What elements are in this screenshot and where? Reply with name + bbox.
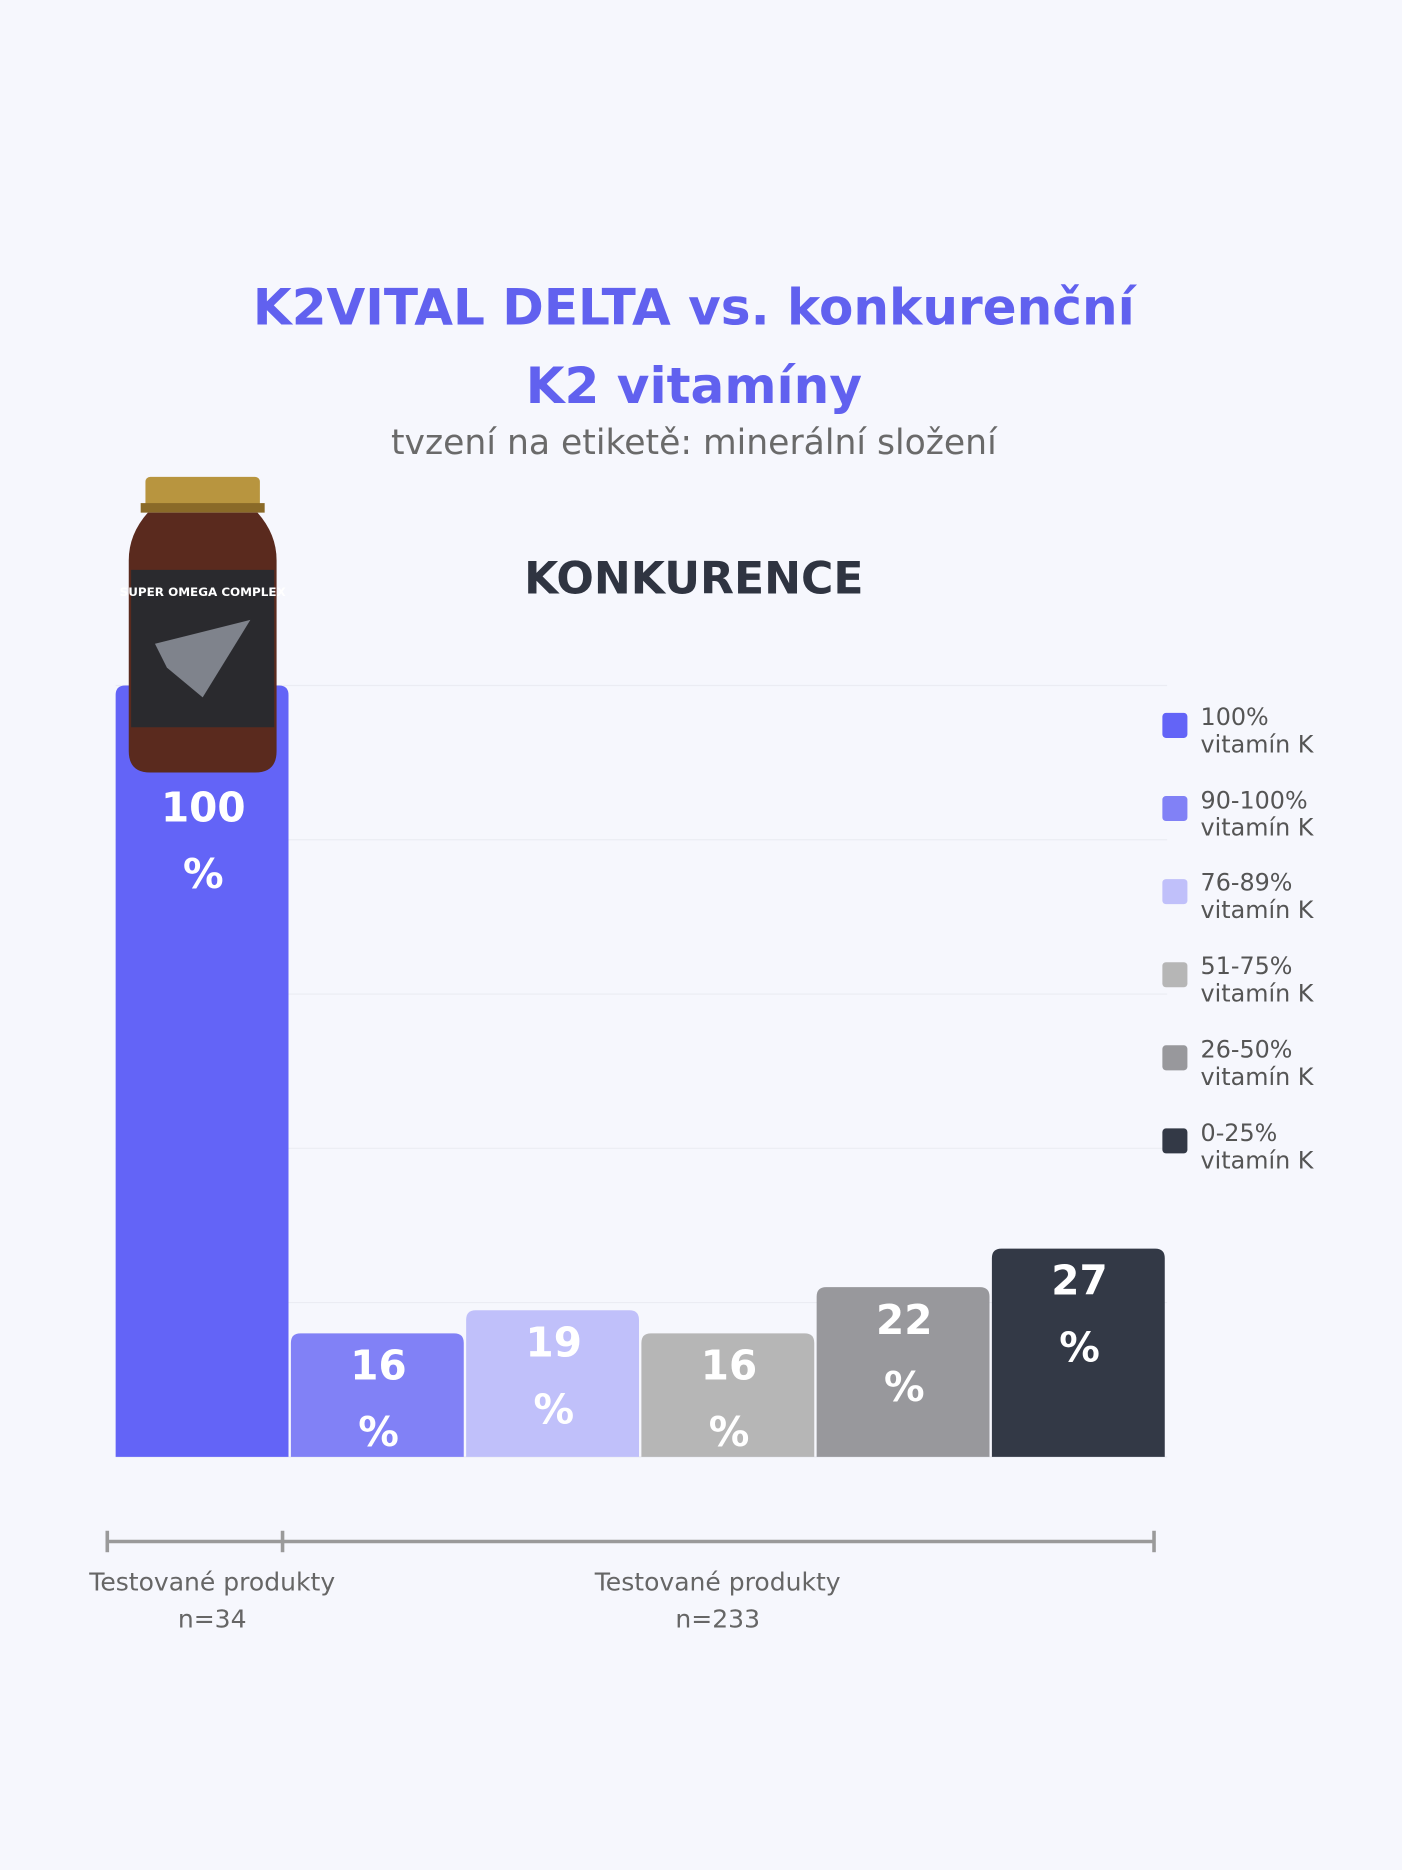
- section-title: KONKURENCE: [524, 553, 864, 605]
- value-label: 19 %: [525, 1319, 582, 1435]
- legend-swatch: [1162, 796, 1188, 822]
- legend-swatch: [1162, 962, 1188, 988]
- legend-swatch: [1162, 712, 1188, 738]
- bar: [115, 685, 289, 1457]
- value-label: 27 %: [1051, 1258, 1108, 1373]
- bar: [816, 1287, 990, 1457]
- group-label: Testované produkty: [89, 1567, 336, 1597]
- legend-swatch: [1162, 879, 1188, 905]
- chart-title: K2VITAL DELTA vs. konkurenční K2 vitamín…: [252, 277, 1135, 415]
- value-label: 100 %: [160, 784, 246, 899]
- chart-subtitle: tvzení na etiketě: minerální složení: [390, 422, 997, 463]
- bar: [466, 1310, 640, 1457]
- bar: [991, 1248, 1165, 1457]
- legend-label: 0-25% vitamín K: [1200, 1117, 1314, 1174]
- value-label: 16 %: [700, 1342, 758, 1458]
- group-label: Testované produkty: [594, 1567, 841, 1597]
- legend-label: 100% vitamín K: [1200, 702, 1314, 759]
- legend-label: 51-75% vitamín K: [1200, 951, 1314, 1008]
- legend-swatch: [1162, 1128, 1188, 1154]
- legend-label: 90-100% vitamín K: [1200, 785, 1314, 842]
- bar: [641, 1333, 815, 1457]
- group-count: n=233: [675, 1604, 761, 1634]
- legend-label: 76-89% vitamín K: [1200, 868, 1314, 925]
- value-label: 22 %: [876, 1296, 933, 1412]
- legend-label: 26-50% vitamín K: [1200, 1034, 1314, 1091]
- bar: [290, 1333, 464, 1457]
- legend-swatch: [1162, 1045, 1188, 1071]
- group-count: n=34: [177, 1604, 247, 1634]
- value-label: 16 %: [350, 1342, 407, 1458]
